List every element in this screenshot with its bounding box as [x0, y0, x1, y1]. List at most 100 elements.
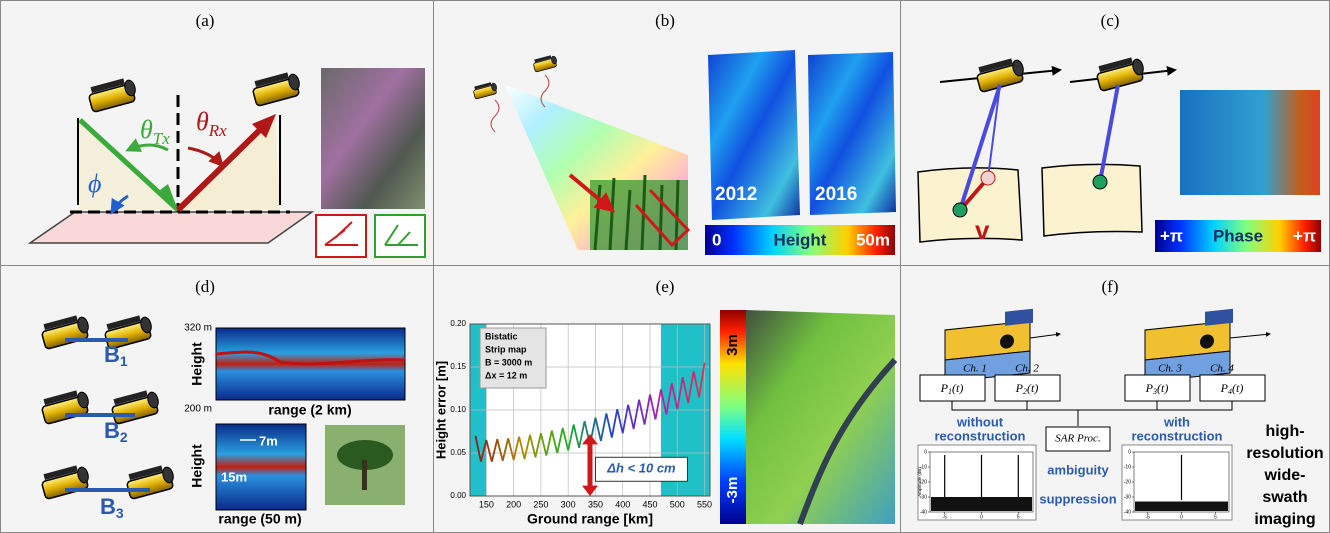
panel-label: (a): [196, 11, 215, 30]
subscript: 1: [120, 353, 128, 369]
caption: reconstruction: [934, 428, 1025, 443]
x-tick-label: 500: [670, 499, 685, 509]
y-tick-label: -20: [1124, 479, 1131, 485]
x-tick-label: 300: [561, 499, 576, 509]
subscript: 3: [116, 505, 124, 521]
argument: (t): [1232, 381, 1243, 395]
y-tick-label: 0.20: [450, 319, 466, 328]
y-tick-label: -30: [1124, 494, 1131, 500]
symbol: B: [104, 342, 120, 367]
axis-title: range (50 m): [218, 511, 301, 527]
panel-label: (e): [656, 277, 675, 296]
caption: ambiguity: [1047, 462, 1109, 477]
argument: (t): [952, 381, 963, 395]
inset-text: Δx = 12 m: [485, 370, 527, 380]
year-label: 2016: [815, 184, 857, 205]
caption: with: [1163, 414, 1190, 429]
y-tick-label: -40: [920, 509, 927, 515]
x-tick-label: 200: [506, 499, 521, 509]
dimension-label: 7m: [259, 433, 278, 448]
subscript: Tx: [153, 129, 170, 148]
y-tick-label: 0.10: [450, 405, 466, 414]
y-axis-title: Amplitude (dB): [917, 467, 922, 497]
x-tick-label: 0: [1180, 514, 1183, 520]
signal-label: P4(t): [1220, 381, 1244, 396]
dimension-label: 15m: [221, 469, 247, 484]
subscript: Rx: [208, 121, 227, 140]
symbol: B: [104, 418, 120, 443]
y-axis-title: Height error [m]: [433, 361, 448, 459]
noise-floor: [1135, 502, 1228, 512]
x-tick-label: -5: [1145, 514, 1150, 520]
panel-label: (f): [1102, 277, 1119, 296]
colorbar-title: Phase: [1213, 226, 1263, 245]
panel-label: (b): [655, 11, 675, 30]
y-tick-label: 0.00: [450, 491, 466, 500]
side-line: wide-: [1264, 467, 1306, 484]
colorbar-title: Height: [774, 230, 827, 249]
figure: (a) (b) (c) (d) (e) (f) θTx θRx ϕ 2012 2…: [0, 0, 1330, 533]
x-tick-label: 0: [980, 514, 983, 520]
y-tick-label: 0: [1128, 449, 1131, 455]
axis-label: 320 m: [184, 323, 212, 334]
channel-label: Ch. 3: [1158, 363, 1182, 375]
caption: reconstruction: [1131, 428, 1222, 443]
inset-text: Bistatic: [485, 331, 518, 341]
x-tick-label: 400: [615, 499, 630, 509]
y-tick-label: 0.15: [450, 362, 466, 371]
symbol: θ: [140, 115, 153, 144]
colorbar-max: 50m: [856, 230, 890, 249]
axis-title: Height: [189, 444, 205, 488]
caption: without: [956, 414, 1004, 429]
caption: suppression: [1039, 491, 1116, 506]
year-label: 2012: [715, 184, 757, 205]
signal-label: P3(t): [1145, 381, 1169, 396]
panel-label: (c): [1101, 11, 1120, 30]
colorbar-max: +π: [1293, 226, 1316, 245]
colorbar-max: 3m: [724, 334, 741, 356]
side-line: resolution: [1246, 445, 1323, 462]
y-tick-label: 0.05: [450, 448, 466, 457]
symbol: θ: [196, 107, 209, 136]
inset-text: B = 3000 m: [485, 357, 532, 367]
signal-label: P2(t): [1015, 381, 1039, 396]
x-tick-label: 550: [697, 499, 712, 509]
colorbar-min: +π: [1160, 226, 1183, 245]
signal-label: P1(t): [940, 381, 964, 396]
x-tick-label: 150: [479, 499, 494, 509]
x-tick-label: 350: [588, 499, 603, 509]
x-tick-label: -5: [942, 514, 947, 520]
colorbar-min: 0: [712, 230, 721, 249]
x-tick-label: 450: [642, 499, 657, 509]
velocity-label: v: [975, 215, 990, 245]
subscript: 2: [120, 429, 128, 445]
angle-label: ϕ: [88, 169, 101, 198]
axis-title: range (2 km): [268, 402, 351, 418]
channel-label: Ch. 2: [1015, 363, 1039, 375]
side-line: high-: [1265, 423, 1304, 440]
height-error-chart: 0.00 0.05 0.10 0.15 0.20 150 200 250 300 350 400 45…: [433, 319, 712, 527]
noise-floor: [931, 497, 1032, 511]
colorbar-min: -3m: [724, 477, 741, 504]
panel-label: (d): [195, 277, 215, 296]
processor-label: SAR Proc.: [1055, 433, 1100, 445]
argument: (t): [1027, 381, 1038, 395]
argument: (t): [1157, 381, 1168, 395]
symbol: B: [100, 494, 116, 519]
channel-label: Ch. 4: [1210, 363, 1234, 375]
y-tick-label: -10: [1124, 464, 1131, 470]
axis-title: Height: [189, 342, 205, 386]
axis-label: 200 m: [184, 404, 212, 415]
annotation: Δh < 10 cm: [606, 461, 676, 476]
side-line: swath: [1262, 489, 1307, 506]
side-line: imaging: [1254, 511, 1315, 528]
y-tick-label: 0: [924, 449, 927, 455]
y-tick-label: -40: [1124, 509, 1131, 515]
x-axis-title: Ground range [km]: [527, 511, 653, 527]
x-tick-label: 5: [1017, 514, 1020, 520]
channel-label: Ch. 1: [963, 363, 987, 375]
x-tick-label: 250: [533, 499, 548, 509]
panel-e-map: [720, 310, 895, 524]
inset-text: Strip map: [485, 344, 527, 354]
x-tick-label: 5: [1214, 514, 1217, 520]
